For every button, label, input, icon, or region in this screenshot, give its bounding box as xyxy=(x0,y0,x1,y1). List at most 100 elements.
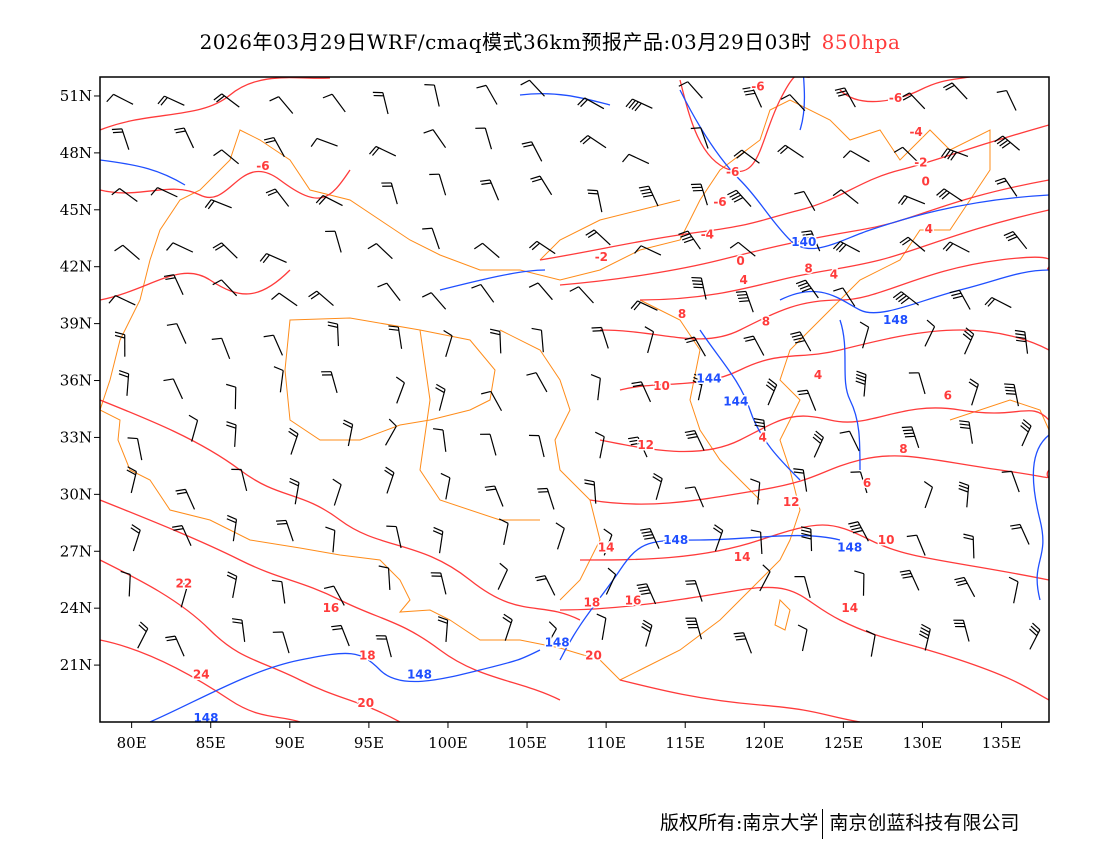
wind-barb xyxy=(166,323,187,344)
wind-barb xyxy=(188,414,199,442)
wind-barb xyxy=(276,519,294,542)
wind-barb xyxy=(958,481,970,508)
temperature-label: 8 xyxy=(804,262,812,276)
wind-barb xyxy=(994,135,1020,151)
wind-barb xyxy=(166,242,194,253)
wind-barb xyxy=(476,84,498,105)
wind-barb xyxy=(733,632,752,654)
wind-barb xyxy=(308,290,334,307)
wind-barb xyxy=(603,528,613,556)
wind-barb xyxy=(108,295,136,306)
wind-barb xyxy=(531,327,544,353)
wind-barb xyxy=(384,418,397,446)
lon-tick-label: 125E xyxy=(824,734,864,752)
wind-barb xyxy=(342,419,354,447)
wind-barb xyxy=(545,621,557,649)
wind-barb xyxy=(174,127,195,149)
lon-tick-label: 105E xyxy=(507,734,547,752)
wind-barb xyxy=(690,183,708,206)
temperature-label: 14 xyxy=(841,601,858,615)
wind-barb xyxy=(996,89,1017,111)
wind-barb xyxy=(954,576,976,598)
wind-barb xyxy=(942,241,970,253)
temperature-label: 24 xyxy=(193,668,210,682)
wind-barb xyxy=(325,230,342,253)
wind-barb xyxy=(590,374,601,401)
wind-barb xyxy=(968,378,979,406)
wind-barb xyxy=(735,290,754,313)
wind-barb xyxy=(537,487,555,510)
wind-barb xyxy=(924,319,936,347)
wind-barb xyxy=(897,194,926,206)
wind-barb xyxy=(528,282,553,301)
wind-barb xyxy=(627,436,648,458)
temperature-label: 12 xyxy=(783,495,800,509)
wind-barb xyxy=(691,276,707,300)
wind-barb xyxy=(750,478,761,505)
copyright-left: 版权所有:南京大学 xyxy=(660,812,819,834)
wind-barb xyxy=(384,466,395,494)
wind-barb xyxy=(794,576,811,599)
wind-barb xyxy=(163,274,184,295)
wind-barb xyxy=(150,187,178,198)
wind-barb xyxy=(893,146,919,164)
wind-barb xyxy=(377,282,401,301)
height-label: 144 xyxy=(723,394,748,408)
temperature-label: 0 xyxy=(921,174,929,188)
wind-barb xyxy=(423,129,447,149)
chart-title: 2026年03月29日WRF/cmaq模式36km预报产品:03月29日03时 8… xyxy=(0,26,1100,55)
height-label: 148 xyxy=(837,540,862,554)
wind-barb xyxy=(923,481,934,509)
wind-barb xyxy=(605,567,617,595)
wind-barb xyxy=(172,525,192,546)
temperature-label: 8 xyxy=(678,307,686,321)
wind-barb xyxy=(636,583,657,605)
wind-barb xyxy=(325,526,336,553)
wind-barb xyxy=(953,619,970,642)
temperature-label: -2 xyxy=(914,155,927,169)
wind-barb xyxy=(729,241,756,257)
wind-barb xyxy=(310,137,338,147)
title-main: 2026年03月29日WRF/cmaq模式36km预报产品:03月29日03时 xyxy=(199,30,812,54)
temperature-label: 10 xyxy=(878,533,895,547)
pressure-level: 850hpa xyxy=(821,30,901,54)
wind-barb xyxy=(793,468,808,492)
wind-barb xyxy=(918,623,931,651)
wind-barb xyxy=(596,613,607,640)
lon-tick-label: 90E xyxy=(275,734,305,752)
wind-barb xyxy=(1020,419,1032,447)
wind-barb xyxy=(178,580,188,608)
temperature-label: -2 xyxy=(595,250,608,264)
wind-barb xyxy=(797,389,817,411)
temperature-label: 18 xyxy=(359,649,376,663)
wind-barb xyxy=(114,244,140,260)
wind-barb xyxy=(395,376,405,404)
wind-barb xyxy=(422,227,440,250)
wind-barb xyxy=(502,613,513,641)
wind-barb xyxy=(322,93,346,113)
temperature-label: 10 xyxy=(653,379,670,393)
wind-barb xyxy=(484,485,504,507)
lat-tick-label: 33N xyxy=(60,428,92,446)
wind-barb xyxy=(1014,329,1029,354)
wind-barb xyxy=(263,334,283,356)
wind-barb xyxy=(265,188,290,207)
wind-barb xyxy=(1004,383,1019,407)
wind-barb xyxy=(369,145,397,157)
temperature-label: 14 xyxy=(734,550,751,564)
wind-barb xyxy=(994,177,1018,197)
wind-barb xyxy=(430,572,447,595)
wind-barb xyxy=(638,185,659,207)
temperature-label: -6 xyxy=(726,165,739,179)
wind-barb xyxy=(801,230,821,252)
wind-barb xyxy=(569,286,594,304)
wind-barb xyxy=(321,371,338,394)
wind-barb xyxy=(520,79,545,97)
wind-barb xyxy=(226,571,238,598)
wind-barb xyxy=(936,188,963,202)
temperature-label: -4 xyxy=(701,227,714,241)
lon-tick-label: 95E xyxy=(354,734,384,752)
wind-barb xyxy=(212,242,238,259)
wind-barbs xyxy=(106,79,1041,658)
wind-barb xyxy=(381,182,398,205)
